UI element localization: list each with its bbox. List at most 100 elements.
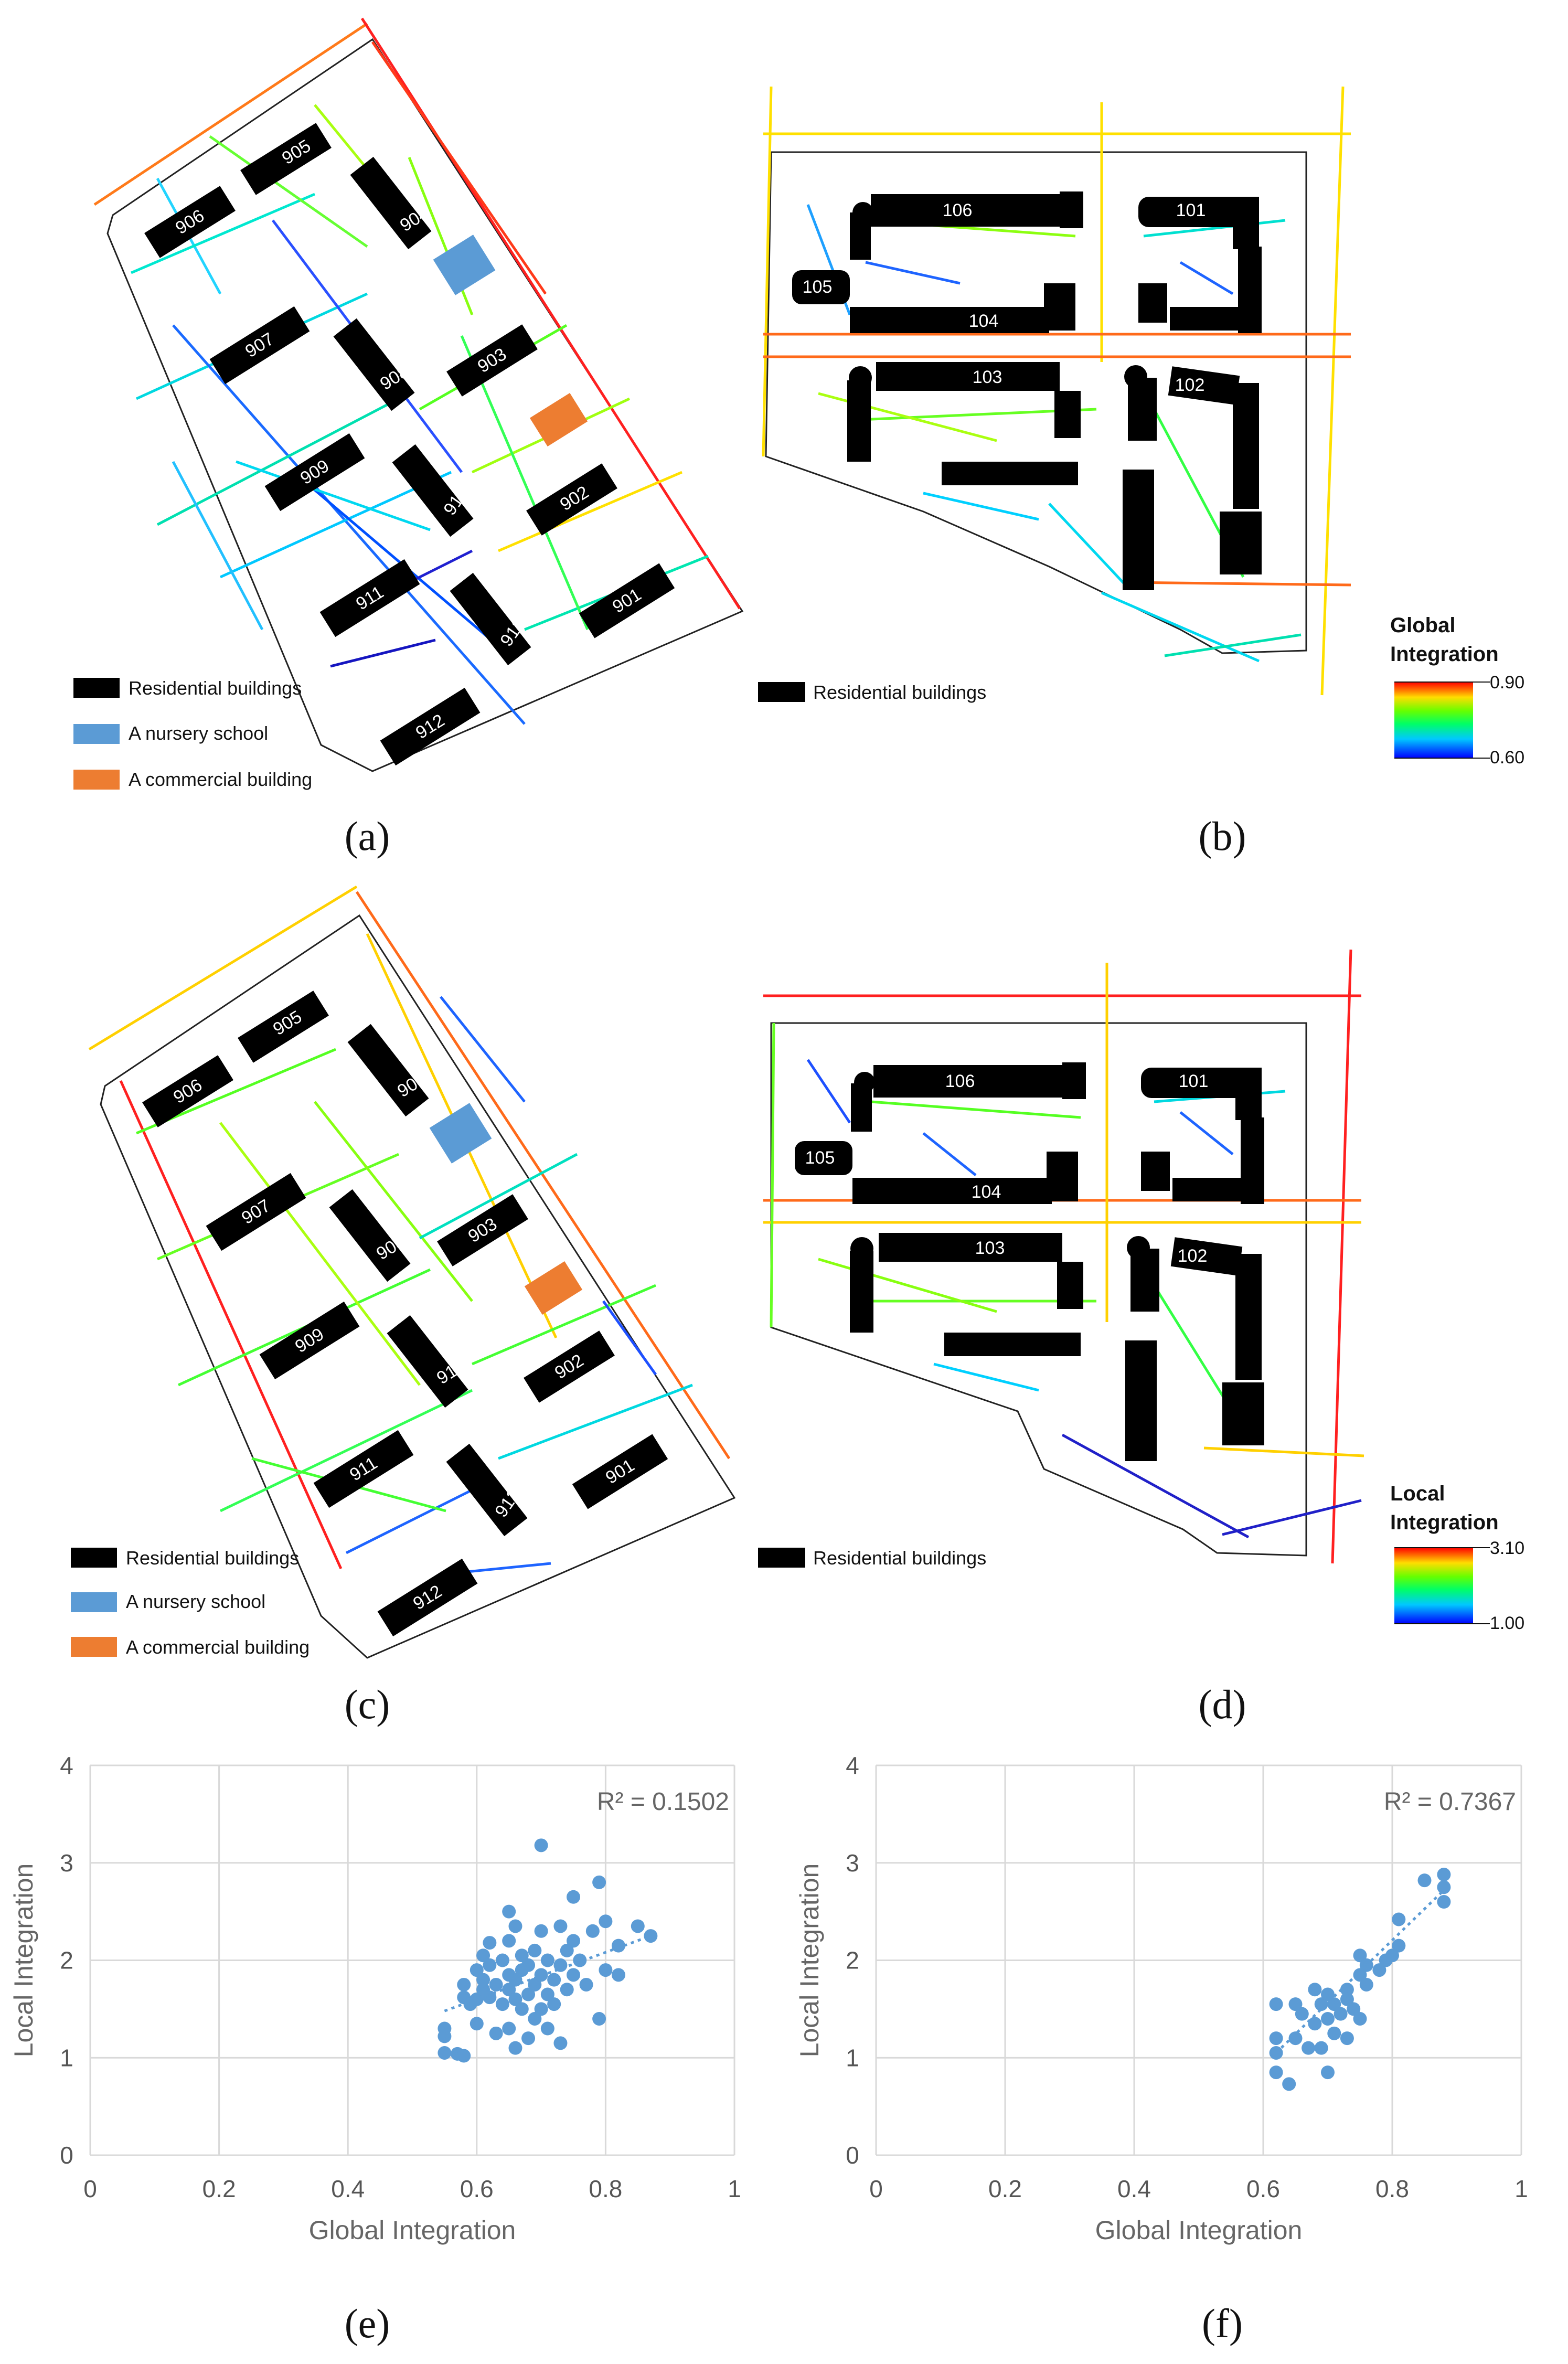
panel-c-map: 906 905 904 907 908 903 909 910 902 911 … <box>71 885 736 1727</box>
data-point <box>1327 2026 1341 2040</box>
data-point <box>502 1983 516 1997</box>
data-point <box>470 1992 484 2006</box>
colorbar-title-line1: Local <box>1390 1482 1445 1505</box>
building-912 <box>380 687 481 766</box>
legend-c: Residential buildings A nursery school A… <box>71 1547 310 1658</box>
legend-label-commercial: A commercial building <box>126 1636 310 1658</box>
building-102 <box>1168 366 1240 405</box>
x-axis-label: Global Integration <box>309 2216 516 2245</box>
data-point <box>534 2002 548 2016</box>
data-point <box>438 2046 452 2060</box>
svg-text:104: 104 <box>969 311 999 331</box>
legend-label-nursery: A nursery school <box>126 1591 265 1612</box>
building-910 <box>392 444 474 537</box>
data-point <box>489 2026 503 2040</box>
data-point <box>495 1997 509 2011</box>
data-point <box>547 1973 561 1987</box>
data-point <box>567 1934 580 1948</box>
data-point <box>1353 1968 1367 1982</box>
data-point <box>534 1924 548 1938</box>
panel-label-b: (b) <box>1199 813 1246 859</box>
data-point <box>540 1987 554 2001</box>
data-point <box>534 1968 548 1982</box>
data-point <box>1295 2007 1309 2021</box>
commercial-building <box>529 393 588 446</box>
y-tick-label: 4 <box>60 1752 73 1779</box>
data-point <box>644 1929 658 1943</box>
data-point <box>1392 1939 1406 1953</box>
building-907 <box>209 306 310 385</box>
data-point <box>540 1953 554 1967</box>
nursery-school <box>433 235 496 295</box>
data-point <box>521 1958 536 1972</box>
r-squared-annotation: R² = 0.1502 <box>597 1788 729 1816</box>
building-904 <box>350 156 432 250</box>
data-point <box>1288 2031 1303 2046</box>
residential-buildings <box>795 1062 1264 1461</box>
legend-swatch-residential <box>73 678 120 698</box>
building-104 <box>850 307 1049 333</box>
data-point <box>521 2031 536 2046</box>
data-point <box>502 1934 516 1948</box>
colorbar-max: 3.10 <box>1490 1538 1524 1558</box>
legend-swatch-residential <box>758 1548 805 1568</box>
data-point <box>502 1904 516 1919</box>
axial-lines <box>93 17 741 725</box>
colorbar-min: 0.60 <box>1490 748 1524 768</box>
svg-text:106: 106 <box>943 200 973 220</box>
x-tick-label: 0.2 <box>202 2175 236 2202</box>
svg-text:105: 105 <box>805 1148 835 1168</box>
scatter-chart-e: 0 1 2 3 4 0 0.2 0.4 0.6 0.8 1 Global Integration Loc… <box>9 1752 741 2245</box>
building-numbers: 906 905 904 907 908 903 909 910 902 911 … <box>172 136 645 743</box>
building-906 <box>144 186 236 258</box>
legend-label-residential: Residential buildings <box>813 1547 986 1569</box>
legend-label-nursery: A nursery school <box>129 722 268 744</box>
data-point <box>1269 1997 1283 2011</box>
building-909 <box>264 433 365 512</box>
data-point <box>573 1953 587 1967</box>
data-point <box>508 2041 522 2055</box>
data-point <box>1353 1948 1367 1963</box>
data-point <box>585 1924 600 1938</box>
data-point <box>515 1948 529 1963</box>
legend-swatch-commercial <box>71 1637 117 1657</box>
data-point <box>1269 2031 1283 2046</box>
r-squared-annotation: R² = 0.7367 <box>1384 1788 1516 1816</box>
data-point <box>1353 2011 1367 2026</box>
building-101 <box>1138 197 1249 227</box>
data-point <box>489 1977 503 1992</box>
data-point <box>438 2029 452 2043</box>
data-point <box>1417 1873 1432 1888</box>
data-point <box>515 2002 529 2016</box>
data-point <box>599 1963 613 1977</box>
site-boundary <box>100 914 736 1659</box>
building-913 <box>450 572 531 666</box>
building-numbers: 106 101 105 104 103 102 <box>803 200 1206 395</box>
residential-buildings <box>142 991 668 1637</box>
colorbar-global: Global Integration 0.90 0.60 <box>1390 614 1524 768</box>
svg-text:102: 102 <box>1178 1246 1208 1266</box>
data-point <box>495 1953 509 1967</box>
data-point <box>483 1958 497 1972</box>
data-point <box>1327 1997 1341 2011</box>
y-tick-label: 0 <box>60 2142 73 2169</box>
svg-text:101: 101 <box>1179 1071 1209 1091</box>
svg-text:106: 106 <box>945 1071 975 1091</box>
data-point <box>1359 1977 1373 1992</box>
data-point <box>508 1919 522 1933</box>
data-point <box>592 1875 606 1889</box>
data-point <box>1321 2065 1335 2080</box>
building-903 <box>446 324 538 397</box>
data-point <box>553 2036 568 2050</box>
colorbar-gradient <box>1394 1548 1473 1624</box>
legend-label-residential: Residential buildings <box>129 677 302 699</box>
building-numbers: 106 101 105 104 103 102 <box>805 1071 1209 1266</box>
data-point <box>1288 1997 1303 2011</box>
x-tick-label: 0 <box>83 2175 97 2202</box>
svg-text:102: 102 <box>1175 375 1205 395</box>
y-tick-label: 1 <box>60 2044 73 2071</box>
colorbar-min: 1.00 <box>1490 1613 1524 1633</box>
data-point <box>521 1987 536 2001</box>
x-tick-label: 0.4 <box>1117 2175 1151 2202</box>
data-point <box>1340 2031 1354 2046</box>
